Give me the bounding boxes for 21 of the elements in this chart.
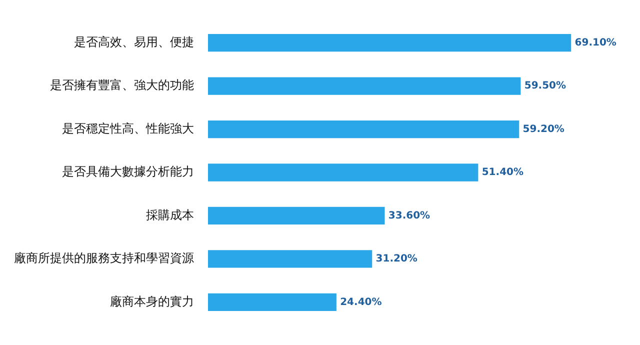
y-tick-label: 廠商所提供的服務支持和學習資源 <box>14 251 194 266</box>
y-tick-label: 是否穩定性高、性能強大 <box>62 121 194 136</box>
bar <box>208 34 572 52</box>
data-label: 24.40% <box>340 296 382 308</box>
data-label: 59.50% <box>524 80 566 92</box>
bar <box>208 120 520 138</box>
data-label: 69.10% <box>574 37 616 48</box>
bar <box>208 77 521 95</box>
data-label: 59.20% <box>522 124 564 135</box>
data-label: 31.20% <box>376 254 418 265</box>
bar <box>208 293 336 312</box>
bar <box>208 164 478 182</box>
y-tick-label: 廠商本身的實力 <box>110 294 194 308</box>
data-label: 51.40% <box>482 167 524 178</box>
data-label: 33.60% <box>388 210 430 222</box>
bar <box>208 250 372 268</box>
bar <box>208 206 385 225</box>
y-tick-label: 是否具備大數據分析能力 <box>62 164 194 179</box>
y-tick-label: 是否高效、易用、便捷 <box>74 34 194 49</box>
y-tick-label: 採購成本 <box>146 208 194 222</box>
y-tick-label: 是否擁有豐富、強大的功能 <box>50 78 194 92</box>
